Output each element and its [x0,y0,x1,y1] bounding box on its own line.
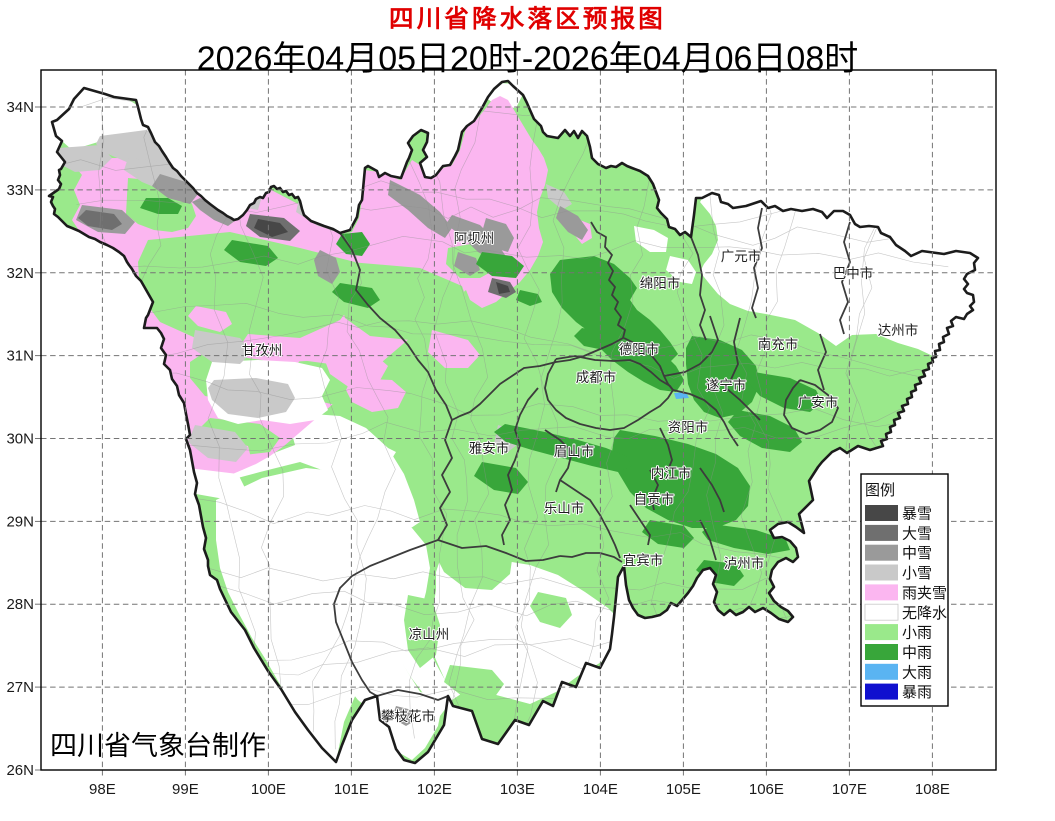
svg-text:100E: 100E [251,781,286,798]
svg-text:中雨: 中雨 [902,645,932,662]
svg-text:小雪: 小雪 [902,565,932,582]
svg-text:巴中市: 巴中市 [833,265,874,281]
svg-text:106E: 106E [749,781,784,798]
svg-text:宜宾市: 宜宾市 [623,552,664,568]
svg-text:无降水: 无降水 [902,605,947,622]
svg-text:成都市: 成都市 [576,369,617,385]
svg-text:29N: 29N [6,513,34,530]
svg-text:小雨: 小雨 [902,625,932,642]
svg-text:107E: 107E [832,781,867,798]
svg-text:图例: 图例 [865,482,895,499]
svg-text:阿坝州: 阿坝州 [454,231,495,246]
svg-text:108E: 108E [915,781,950,798]
svg-text:98E: 98E [89,781,116,798]
svg-text:暴雪: 暴雪 [902,506,932,523]
svg-text:103E: 103E [500,781,535,798]
svg-text:达州市: 达州市 [878,322,919,338]
svg-text:34N: 34N [6,99,34,116]
svg-text:暴雨: 暴雨 [902,684,932,701]
svg-text:中雪: 中雪 [902,545,932,562]
svg-text:雅安市: 雅安市 [469,440,510,456]
svg-text:四川省气象台制作: 四川省气象台制作 [50,731,266,761]
svg-text:广元市: 广元市 [721,248,762,264]
svg-text:资阳市: 资阳市 [668,419,709,435]
svg-text:26N: 26N [6,762,34,779]
svg-text:南充市: 南充市 [758,336,799,352]
svg-text:乐山市: 乐山市 [544,500,585,516]
svg-text:31N: 31N [6,348,34,365]
svg-text:30N: 30N [6,431,34,448]
svg-text:102E: 102E [417,781,452,798]
svg-text:绵阳市: 绵阳市 [640,275,681,291]
svg-text:32N: 32N [6,265,34,282]
svg-text:27N: 27N [6,679,34,696]
svg-text:99E: 99E [172,781,199,798]
svg-text:凉山州: 凉山州 [409,627,450,642]
svg-text:甘孜州: 甘孜州 [242,343,283,358]
svg-text:104E: 104E [583,781,618,798]
svg-text:28N: 28N [6,596,34,613]
svg-text:自贡市: 自贡市 [634,491,675,507]
svg-text:遂宁市: 遂宁市 [706,377,747,393]
svg-text:攀枝花市: 攀枝花市 [381,708,435,724]
svg-text:大雪: 大雪 [902,525,932,542]
svg-text:眉山市: 眉山市 [554,443,595,459]
svg-text:大雨: 大雨 [902,664,932,681]
svg-text:德阳市: 德阳市 [619,341,660,357]
svg-text:105E: 105E [666,781,701,798]
svg-text:泸州市: 泸州市 [724,555,765,571]
svg-text:内江市: 内江市 [651,465,692,481]
svg-text:33N: 33N [6,182,34,199]
svg-text:雨夹雪: 雨夹雪 [902,585,947,602]
svg-text:广安市: 广安市 [798,394,839,410]
svg-text:101E: 101E [334,781,369,798]
